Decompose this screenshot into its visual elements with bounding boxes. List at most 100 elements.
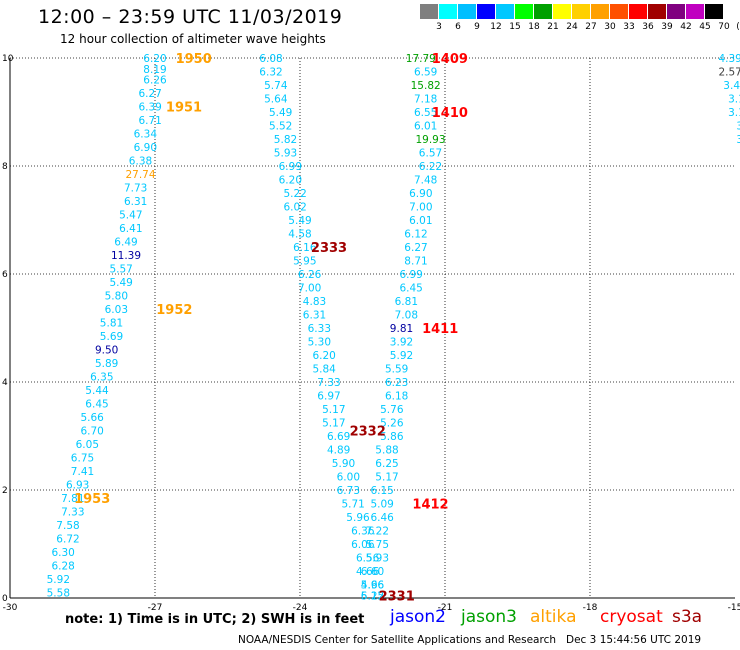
wave-height-value: 19.93 [415,134,445,146]
wave-height-value: 6.97 [317,391,340,403]
wave-height-value: 5.81 [100,318,123,330]
wave-height-value: 8.71 [404,256,427,268]
scale-swatch [420,4,438,19]
wave-height-value: 11.39 [111,250,141,262]
wave-height-value: 6.57 [419,148,442,160]
wave-height-value: 9.81 [390,323,413,335]
wave-height-value: 17.79 [406,53,436,65]
wave-height-value: 6.27 [138,88,161,100]
wave-height-value: 6.69 [327,431,350,443]
wave-height-value: 5.88 [375,445,398,457]
wave-height-value: 5.89 [95,358,118,370]
scale-swatch [477,4,495,19]
wave-height-value: 7.18 [414,94,437,106]
wave-height-value: 5.44 [85,385,109,397]
wave-height-value: 6.20 [312,350,335,362]
wave-height-value: 6.15 [370,485,393,497]
scale-swatch [439,4,457,19]
wave-height-value: 5.26 [380,418,404,430]
wave-height-value: 6.46 [370,512,394,524]
wave-height-value: 6.18 [385,391,408,403]
wave-height-value: 6.55 [414,107,437,119]
scale-label: 9 [474,22,480,32]
wave-height-value: 6.26 [298,269,322,281]
y-tick-label: 6 [2,270,8,280]
scale-label: 15 [509,22,521,32]
scale-label: 33 [623,22,635,32]
y-tick-label: 0 [2,594,8,604]
wave-height-value: 6.23 [385,377,408,389]
wave-height-value: 4.96 [361,580,385,592]
wave-height-value: 5.22 [283,188,306,200]
wave-height-value: 7.00 [298,283,321,295]
x-tick-label: -30 [3,603,18,613]
x-tick-label: -18 [583,603,598,613]
wave-height-value: 7.81 [61,493,84,505]
wave-height-value: 6.70 [80,426,103,438]
wave-height-value: 6.38 [129,156,152,168]
pass-time-label: 1952 [156,303,192,318]
scale-swatch [515,4,533,19]
pass-time-label: 1410 [432,106,468,121]
x-tick-label: -27 [148,603,163,613]
wave-height-value: 5.92 [47,574,70,586]
wave-height-value: 6.59 [414,67,437,79]
wave-height-value: 5.57 [109,264,132,276]
wave-height-value: 6.08 [259,53,282,65]
y-tick-label: 10 [2,54,14,64]
wave-height-value: 6.22 [419,161,442,173]
wave-height-value: 15.82 [411,80,441,92]
wave-height-value: 5.49 [269,107,292,119]
wave-height-value: 3.47 [723,80,740,92]
wave-height-value: 5.82 [274,134,297,146]
wave-height-value: 5.49 [288,215,311,227]
wave-height-value: 6.06 [351,539,375,551]
pass-time-label: 2331 [379,589,415,604]
wave-height-value: 6.22 [361,590,384,602]
wave-height-value: 6.00 [337,472,360,484]
x-tick-label: -21 [438,603,453,613]
wave-height-value: 7.58 [56,520,79,532]
satellite-legend-jason2: jason2 [390,607,446,627]
wave-height-value: 5.90 [332,458,355,470]
wave-height-value: 6.27 [404,242,427,254]
pass-time-label: 2333 [311,241,347,256]
wave-height-value: 6.01 [414,121,437,133]
scale-swatch [591,4,609,19]
wave-height-value: 5.75 [366,539,389,551]
wave-height-value: 8.19 [143,64,166,76]
scale-label: 27 [585,22,597,32]
wave-height-value: 4.58 [288,229,311,241]
wave-height-value: 6.56 [356,553,380,565]
pass-time-label: 1409 [432,52,468,67]
wave-height-value: 6.20 [143,53,166,65]
wave-height-value: 6.71 [138,115,161,127]
wave-height-value: 6.03 [105,304,128,316]
wave-height-value: 6.12 [404,229,427,241]
wave-height-value: 6.45 [85,399,108,411]
wave-height-value: 5.74 [264,80,288,92]
wave-height-value: 5.64 [264,94,288,106]
wave-height-value: 6.41 [119,223,142,235]
scale-label: 30 [604,22,616,32]
pass-time-label: 1411 [422,322,458,337]
scale-swatch [496,4,514,19]
wave-height-value: 5.09 [370,499,393,511]
wave-height-value: 6.16 [293,242,317,254]
wave-height-value: 5.86 [380,431,404,443]
scale-label: 3 [436,22,442,32]
scale-label: 6 [455,22,461,32]
credit-text: NOAA/NESDIS Center for Satellite Applica… [238,634,556,646]
wave-height-value: 3.0 [736,134,740,146]
x-tick-label: -15 [728,603,740,613]
wave-height-value: 6.60 [361,566,384,578]
wave-height-value: 27.74 [125,169,155,181]
y-tick-label: 8 [2,162,8,172]
wave-height-value: 2.57 [718,67,740,79]
wave-height-value: 7.33 [61,507,84,519]
wave-height-value: 5.66 [361,580,385,592]
wave-height-value: 4.66 [356,566,380,578]
wave-height-value: 7.41 [71,466,94,478]
wave-height-value: 7.08 [395,310,418,322]
